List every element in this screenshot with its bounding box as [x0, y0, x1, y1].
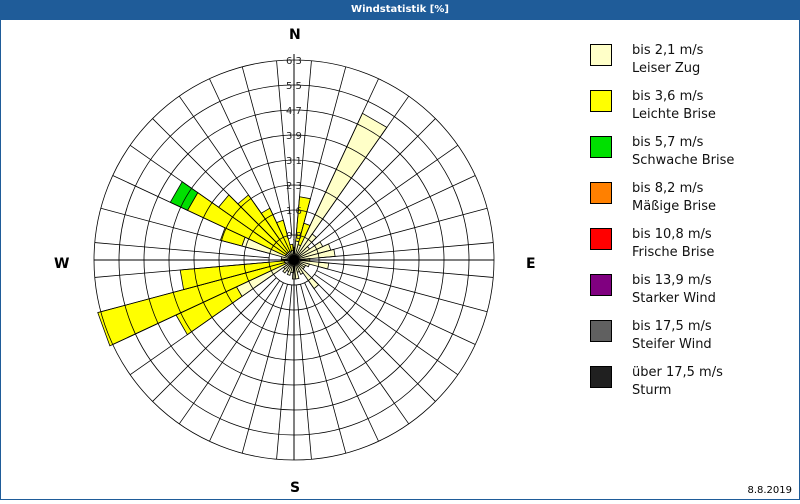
- wind-rose-chart: 0,8 1,6 2,3 3,1 3,9 4,7 5,5 6,3: [93, 54, 495, 461]
- date-stamp: 8.8.2019: [747, 485, 792, 496]
- radial-tick-label: 0,8: [286, 231, 302, 242]
- legend-name: Leiser Zug: [632, 61, 701, 76]
- legend-name: Starker Wind: [632, 291, 716, 306]
- legend-item-leichte-brise: bis 3,6 m/s Leichte Brise: [590, 88, 790, 134]
- legend-swatch: [590, 44, 612, 66]
- compass-south-label: S: [290, 480, 301, 496]
- radial-tick-label: 4,7: [286, 106, 302, 117]
- legend-item-frische-brise: bis 10,8 m/s Frische Brise: [590, 226, 790, 272]
- radial-tick-label: 3,9: [286, 131, 302, 142]
- compass-north-label: N: [289, 27, 301, 43]
- radial-tick-label: 5,5: [286, 81, 302, 92]
- legend-item-starker-wind: bis 13,9 m/s Starker Wind: [590, 272, 790, 318]
- legend-swatch: [590, 366, 612, 388]
- legend-name: Steifer Wind: [632, 337, 712, 352]
- legend-range: bis 5,7 m/s: [632, 135, 704, 150]
- legend-range: bis 13,9 m/s: [632, 273, 712, 288]
- radial-tick-label: 1,6: [286, 206, 302, 217]
- legend-swatch: [590, 320, 612, 342]
- legend-range: bis 3,6 m/s: [632, 89, 704, 104]
- compass-west-label: W: [54, 256, 70, 272]
- legend-name: Sturm: [632, 383, 672, 398]
- legend-name: Leichte Brise: [632, 107, 716, 122]
- legend-item-maessige-brise: bis 8,2 m/s Mäßige Brise: [590, 180, 790, 226]
- legend-range: über 17,5 m/s: [632, 365, 723, 380]
- legend-item-leiser-zug: bis 2,1 m/s Leiser Zug: [590, 42, 790, 88]
- legend-range: bis 17,5 m/s: [632, 319, 712, 334]
- legend-swatch: [590, 182, 612, 204]
- wind-sector: [289, 243, 294, 252]
- legend-swatch: [590, 136, 612, 158]
- wind-rose-area: 0,8 1,6 2,3 3,1 3,9 4,7 5,5 6,3: [0, 20, 800, 500]
- radial-tick-label: 2,3: [286, 181, 302, 192]
- wind-sector: [293, 259, 320, 290]
- legend-range: bis 10,8 m/s: [632, 227, 712, 242]
- window-title: Windstatistik [%]: [0, 0, 800, 20]
- legend-name: Schwache Brise: [632, 153, 735, 168]
- legend-swatch: [590, 90, 612, 112]
- legend-range: bis 2,1 m/s: [632, 43, 704, 58]
- legend-swatch: [590, 274, 612, 296]
- compass-east-label: E: [526, 256, 536, 272]
- radial-tick-label: 3,1: [286, 156, 302, 167]
- legend-item-schwache-brise: bis 5,7 m/s Schwache Brise: [590, 134, 790, 180]
- legend-item-sturm: über 17,5 m/s Sturm: [590, 364, 790, 410]
- legend-swatch: [590, 228, 612, 250]
- legend-name: Mäßige Brise: [632, 199, 717, 214]
- radial-tick-label: 6,3: [286, 56, 302, 67]
- legend-name: Frische Brise: [632, 245, 715, 260]
- legend-item-steifer-wind: bis 17,5 m/s Steifer Wind: [590, 318, 790, 364]
- legend-range: bis 8,2 m/s: [632, 181, 704, 196]
